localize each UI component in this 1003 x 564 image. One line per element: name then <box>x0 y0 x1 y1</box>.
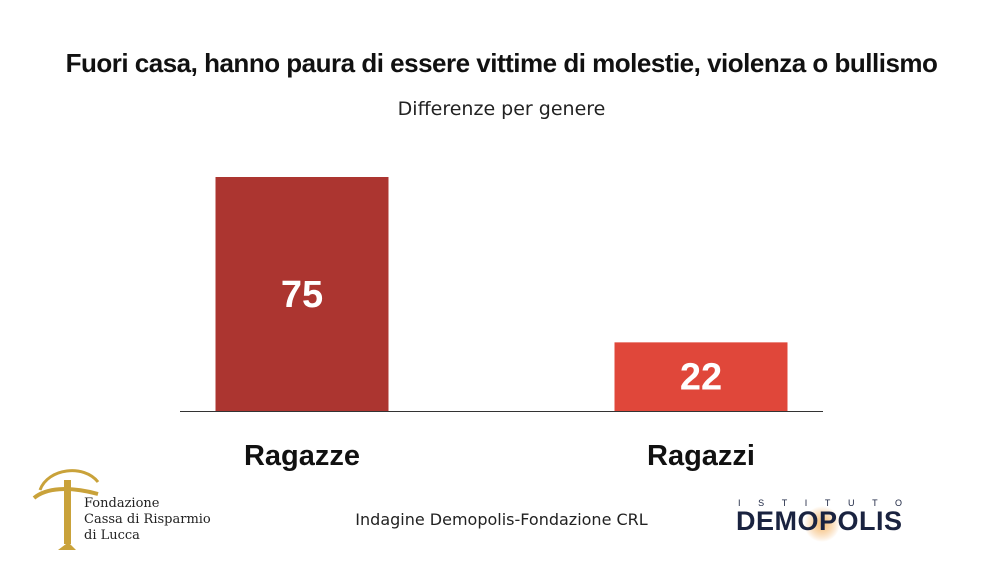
fondazione-cross-icon <box>32 469 100 550</box>
category-label: Ragazzi <box>647 440 755 472</box>
source-note: Indagine Demopolis-Fondazione CRL <box>355 510 648 529</box>
demopolis-name: DEMOPOLIS <box>736 506 903 536</box>
demopolis-sun-icon <box>804 506 840 542</box>
chart-subtitle: Differenze per genere <box>397 98 606 120</box>
fondazione-crl-logo <box>32 469 100 550</box>
data-label: 75 <box>281 274 323 316</box>
fondazione-line2: Cassa di Risparmio <box>84 512 211 527</box>
fondazione-line3: di Lucca <box>84 528 140 543</box>
demopolis-istituto: ISTITUTO <box>738 498 920 508</box>
fondazione-logo-text: Fondazione Cassa di Risparmio di Lucca <box>84 496 254 544</box>
bar-ragazze <box>215 177 389 411</box>
data-label: 22 <box>680 357 722 399</box>
category-label: Ragazze <box>244 440 360 472</box>
bar-ragazzi <box>614 342 788 411</box>
chart-title: Fuori casa, hanno paura di essere vittim… <box>65 48 938 78</box>
fondazione-line1: Fondazione <box>84 496 160 511</box>
demopolis-logo-accent <box>804 506 840 542</box>
